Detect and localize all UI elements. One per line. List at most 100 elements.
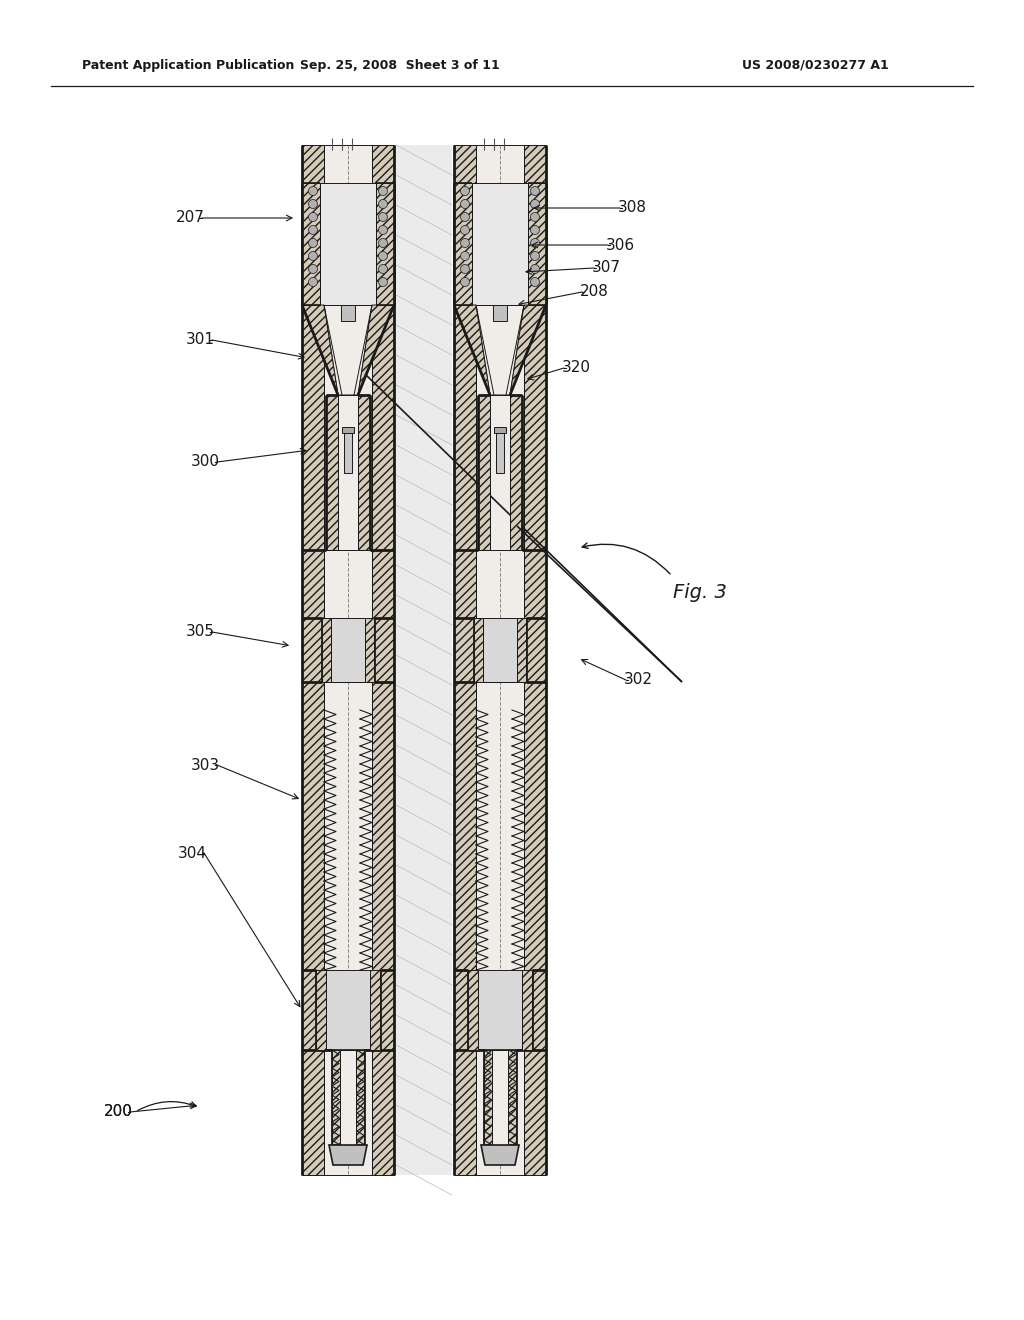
Circle shape [461, 252, 469, 260]
Circle shape [461, 239, 469, 248]
Polygon shape [454, 183, 472, 305]
Polygon shape [356, 1049, 364, 1144]
Circle shape [461, 277, 469, 286]
Text: Fig. 3: Fig. 3 [673, 582, 727, 602]
Circle shape [379, 199, 387, 209]
Polygon shape [494, 426, 506, 433]
Circle shape [530, 226, 540, 235]
Circle shape [530, 239, 540, 248]
Polygon shape [319, 183, 376, 305]
Polygon shape [365, 618, 374, 682]
Circle shape [530, 213, 540, 222]
Polygon shape [344, 433, 352, 473]
Polygon shape [396, 145, 452, 1175]
Polygon shape [510, 395, 522, 550]
Circle shape [530, 199, 540, 209]
Polygon shape [326, 395, 338, 550]
Polygon shape [483, 618, 517, 682]
Polygon shape [340, 1049, 356, 1144]
Polygon shape [376, 183, 394, 305]
Polygon shape [476, 145, 524, 1175]
Polygon shape [324, 145, 372, 1175]
Polygon shape [484, 1049, 492, 1144]
Polygon shape [372, 145, 394, 1175]
Circle shape [308, 213, 317, 222]
Text: 306: 306 [605, 238, 635, 252]
Polygon shape [493, 305, 507, 321]
Circle shape [379, 213, 387, 222]
Polygon shape [474, 618, 483, 682]
Text: 200: 200 [103, 1105, 132, 1119]
Polygon shape [370, 970, 380, 1049]
Circle shape [308, 252, 317, 260]
Polygon shape [302, 305, 338, 395]
Polygon shape [478, 970, 522, 1049]
Polygon shape [358, 305, 394, 395]
Circle shape [379, 226, 387, 235]
Polygon shape [490, 395, 510, 550]
Polygon shape [332, 1049, 340, 1144]
Circle shape [530, 264, 540, 273]
Polygon shape [496, 433, 504, 473]
Polygon shape [492, 1049, 508, 1144]
Polygon shape [358, 395, 370, 550]
Polygon shape [316, 970, 326, 1049]
Text: 302: 302 [624, 672, 652, 688]
Polygon shape [476, 305, 524, 395]
Polygon shape [510, 305, 546, 395]
Circle shape [461, 213, 469, 222]
Polygon shape [478, 395, 490, 550]
Polygon shape [517, 618, 526, 682]
Circle shape [461, 199, 469, 209]
Text: 307: 307 [592, 260, 621, 276]
Polygon shape [302, 183, 319, 305]
Text: 304: 304 [177, 846, 207, 861]
Circle shape [530, 277, 540, 286]
Text: US 2008/0230277 A1: US 2008/0230277 A1 [742, 58, 889, 71]
Polygon shape [454, 305, 490, 395]
Circle shape [308, 226, 317, 235]
Polygon shape [528, 183, 546, 305]
Text: 308: 308 [617, 201, 646, 215]
Polygon shape [454, 145, 476, 1175]
Text: Patent Application Publication: Patent Application Publication [82, 58, 294, 71]
Text: 207: 207 [175, 210, 205, 226]
Polygon shape [331, 618, 365, 682]
Circle shape [461, 186, 469, 195]
Polygon shape [338, 395, 358, 550]
Circle shape [530, 252, 540, 260]
Polygon shape [302, 145, 324, 1175]
Circle shape [379, 239, 387, 248]
Polygon shape [524, 145, 546, 1175]
Polygon shape [472, 183, 528, 305]
Polygon shape [508, 1049, 516, 1144]
Polygon shape [322, 618, 331, 682]
Polygon shape [326, 970, 370, 1049]
Circle shape [308, 186, 317, 195]
Polygon shape [324, 305, 372, 395]
Text: 305: 305 [185, 624, 214, 639]
Circle shape [379, 186, 387, 195]
Text: 320: 320 [561, 360, 591, 375]
Text: Sep. 25, 2008  Sheet 3 of 11: Sep. 25, 2008 Sheet 3 of 11 [300, 58, 500, 71]
Circle shape [308, 199, 317, 209]
Text: 303: 303 [190, 758, 219, 772]
Circle shape [461, 226, 469, 235]
Circle shape [379, 277, 387, 286]
Polygon shape [522, 970, 532, 1049]
Polygon shape [329, 1144, 367, 1166]
Text: 300: 300 [190, 454, 219, 470]
Circle shape [379, 264, 387, 273]
Circle shape [461, 264, 469, 273]
Circle shape [308, 239, 317, 248]
Polygon shape [342, 426, 354, 433]
Polygon shape [341, 305, 355, 321]
Circle shape [530, 186, 540, 195]
Circle shape [308, 277, 317, 286]
Circle shape [379, 252, 387, 260]
Text: 200: 200 [103, 1105, 132, 1119]
Circle shape [308, 264, 317, 273]
Polygon shape [481, 1144, 519, 1166]
Polygon shape [468, 970, 478, 1049]
Text: 208: 208 [580, 285, 608, 300]
